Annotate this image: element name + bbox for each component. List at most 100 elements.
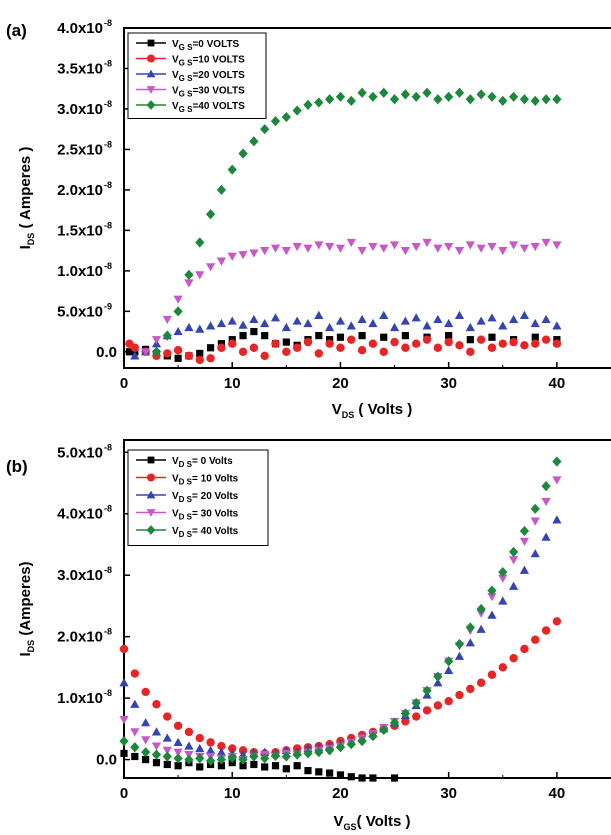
data-point	[389, 241, 400, 250]
legend-entry: VG S=20 VOLTS	[172, 70, 245, 83]
data-point	[444, 337, 453, 347]
y-tick-label: 1.5x10	[57, 222, 103, 239]
legend-entry: VD S= 40 Volts	[172, 526, 239, 539]
panel-a: (a)0 10 20 30 400.05.0x10 -91.0x10 -81.5x10 -82…	[6, 18, 611, 420]
data-point	[270, 244, 281, 253]
data-point	[531, 635, 540, 644]
y-tick-exponent: -8	[104, 18, 112, 28]
data-point	[346, 321, 356, 330]
data-point	[433, 94, 443, 105]
data-point	[498, 663, 507, 672]
data-point	[454, 87, 465, 98]
data-point	[476, 624, 486, 633]
data-point	[141, 718, 151, 727]
data-point	[227, 164, 237, 175]
data-point	[552, 94, 562, 105]
data-point	[130, 669, 140, 678]
data-point	[325, 242, 335, 252]
legend-marker	[146, 490, 156, 499]
legend-entry: VD S= 10 Volts	[172, 474, 239, 487]
data-point	[379, 724, 389, 736]
data-point	[195, 271, 205, 280]
data-point	[530, 318, 540, 328]
data-point	[163, 760, 171, 769]
data-point	[292, 242, 302, 252]
data-point	[541, 314, 551, 324]
x-tick-label: 40	[549, 375, 566, 392]
data-point	[250, 327, 258, 336]
data-point	[336, 333, 345, 341]
data-point	[509, 653, 518, 663]
data-point	[346, 95, 356, 106]
data-point	[476, 244, 486, 253]
data-point	[216, 754, 226, 765]
data-point	[531, 333, 539, 341]
data-point	[326, 769, 334, 777]
data-point	[487, 610, 497, 619]
data-point	[433, 244, 443, 253]
y-tick-label: 0.0	[96, 752, 117, 769]
data-point	[195, 753, 205, 764]
data-point	[433, 701, 443, 710]
data-point	[411, 242, 421, 252]
data-point	[498, 574, 508, 583]
y-tick-exponent: -9	[104, 301, 112, 311]
y-tick-label: 0.0	[96, 344, 117, 361]
data-point	[433, 671, 443, 682]
data-point	[380, 333, 388, 341]
data-point	[303, 244, 313, 253]
data-point	[389, 322, 400, 332]
data-point	[227, 316, 237, 325]
data-point	[357, 345, 367, 355]
data-point	[476, 89, 486, 100]
data-point	[552, 515, 562, 524]
y-tick-exponent: -8	[104, 180, 112, 190]
y-tick-exponent: -8	[104, 99, 112, 109]
data-point	[379, 244, 389, 253]
data-point	[357, 87, 367, 98]
data-point	[260, 318, 270, 328]
data-point	[520, 341, 529, 350]
data-point	[249, 249, 259, 258]
data-point	[357, 736, 367, 747]
data-point	[238, 148, 248, 159]
x-tick-label: 40	[549, 785, 566, 802]
data-point	[444, 242, 454, 252]
data-point	[250, 760, 258, 769]
data-point	[519, 94, 530, 105]
data-point	[476, 678, 486, 687]
data-point	[303, 748, 313, 759]
data-point	[141, 348, 151, 357]
data-point	[487, 670, 497, 679]
data-point	[227, 752, 237, 763]
data-point	[195, 733, 204, 743]
data-point	[390, 774, 399, 782]
data-point	[346, 238, 356, 248]
y-tick-exponent: -8	[104, 58, 112, 68]
data-point	[130, 343, 140, 352]
data-point	[389, 94, 400, 105]
plot-frame	[123, 439, 611, 779]
data-point	[454, 310, 465, 319]
data-point	[205, 263, 216, 272]
data-point	[552, 321, 562, 330]
data-point	[174, 354, 182, 362]
data-point	[389, 717, 400, 728]
data-point	[401, 343, 410, 352]
data-point	[141, 736, 151, 745]
data-point	[552, 339, 562, 348]
y-tick-exponent: -8	[104, 139, 112, 149]
data-point	[249, 314, 259, 324]
data-point	[465, 241, 475, 250]
y-tick-label: 2.0x10	[57, 182, 103, 199]
legend-marker	[146, 509, 156, 517]
data-point	[476, 335, 486, 344]
data-point	[519, 244, 530, 253]
legend-entry: VD S= 0 Volts	[172, 456, 233, 469]
legend-entry: VG S=40 VOLTS	[172, 101, 245, 114]
data-point	[335, 91, 346, 102]
data-point	[336, 343, 345, 352]
data-point	[422, 87, 432, 98]
data-point	[216, 257, 226, 266]
data-point	[173, 753, 183, 764]
